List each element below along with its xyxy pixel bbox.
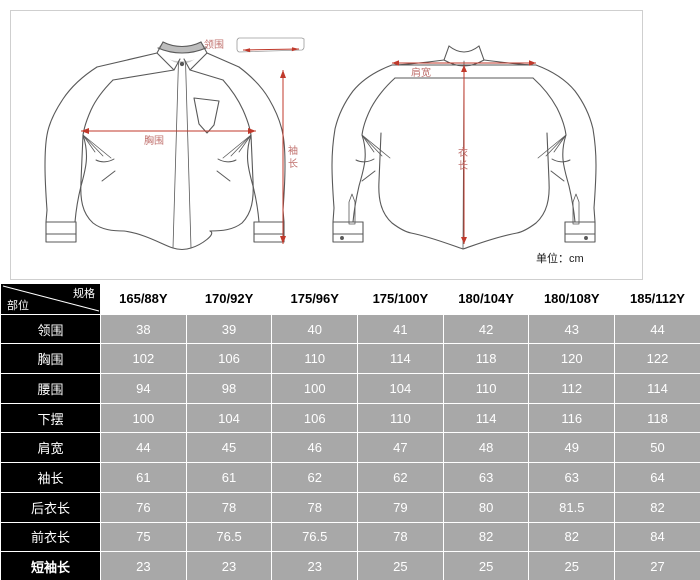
svg-text:衣: 衣 — [458, 146, 468, 159]
svg-text:单位：cm: 单位：cm — [536, 251, 584, 265]
svg-text:长: 长 — [458, 160, 468, 172]
svg-text:肩宽: 肩宽 — [411, 66, 431, 79]
svg-text:袖: 袖 — [288, 144, 298, 157]
svg-text:胸围: 胸围 — [144, 134, 164, 147]
svg-text:领围: 领围 — [204, 38, 224, 51]
svg-text:长: 长 — [288, 158, 298, 170]
